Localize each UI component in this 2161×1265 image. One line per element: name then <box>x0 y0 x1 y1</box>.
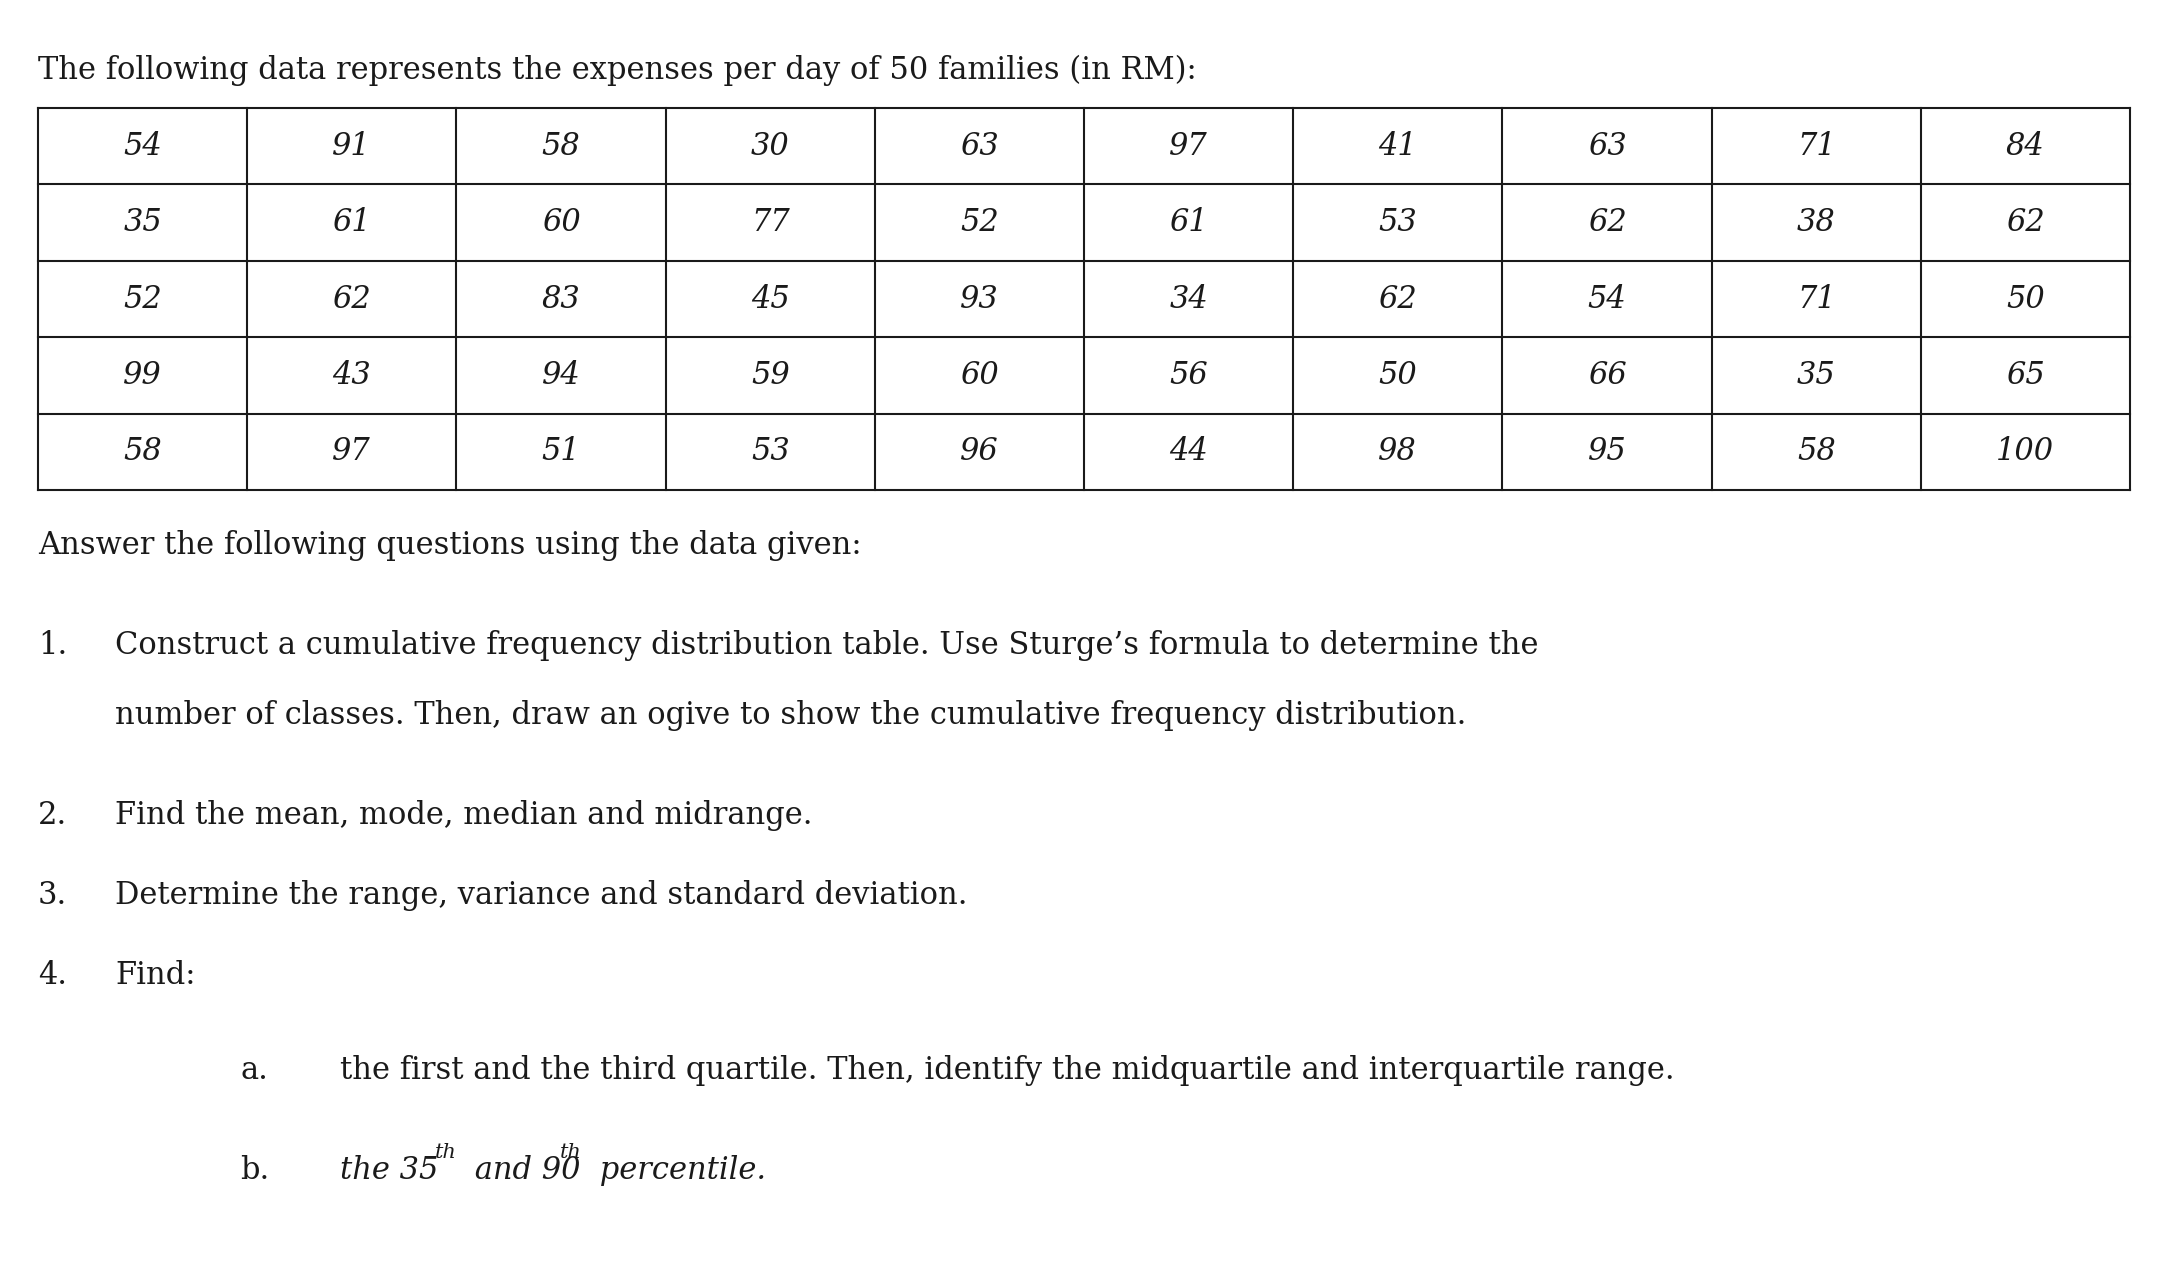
Text: 4.: 4. <box>39 960 67 990</box>
Text: Determine the range, variance and standard deviation.: Determine the range, variance and standa… <box>115 880 968 911</box>
Text: 58: 58 <box>1796 436 1835 467</box>
Text: 35: 35 <box>123 207 162 238</box>
Text: 93: 93 <box>959 283 998 315</box>
Text: 38: 38 <box>1796 207 1835 238</box>
Text: 77: 77 <box>750 207 789 238</box>
Text: number of classes. Then, draw an ogive to show the cumulative frequency distribu: number of classes. Then, draw an ogive t… <box>115 700 1467 731</box>
Text: 62: 62 <box>333 283 372 315</box>
Text: 54: 54 <box>123 130 162 162</box>
Text: and 90: and 90 <box>465 1155 581 1187</box>
Text: 94: 94 <box>542 361 581 391</box>
Text: 62: 62 <box>2005 207 2044 238</box>
Text: 65: 65 <box>2005 361 2044 391</box>
Text: th: th <box>434 1144 456 1163</box>
Text: 50: 50 <box>2005 283 2044 315</box>
Text: 34: 34 <box>1169 283 1208 315</box>
Text: 60: 60 <box>542 207 581 238</box>
Text: 61: 61 <box>333 207 372 238</box>
Text: 54: 54 <box>1588 283 1627 315</box>
Text: a.: a. <box>240 1055 268 1085</box>
Text: 100: 100 <box>1997 436 2055 467</box>
Text: 96: 96 <box>959 436 998 467</box>
Text: 60: 60 <box>959 361 998 391</box>
Text: 63: 63 <box>959 130 998 162</box>
Text: 63: 63 <box>1588 130 1627 162</box>
Text: 84: 84 <box>2005 130 2044 162</box>
Text: percentile.: percentile. <box>590 1155 767 1187</box>
Text: 99: 99 <box>123 361 162 391</box>
Text: 58: 58 <box>542 130 581 162</box>
Text: 91: 91 <box>333 130 372 162</box>
Text: 30: 30 <box>750 130 789 162</box>
Text: 66: 66 <box>1588 361 1627 391</box>
Text: 59: 59 <box>750 361 789 391</box>
Text: Find the mean, mode, median and midrange.: Find the mean, mode, median and midrange… <box>115 799 813 831</box>
Text: th: th <box>560 1144 581 1163</box>
Text: 58: 58 <box>123 436 162 467</box>
Text: 50: 50 <box>1379 361 1418 391</box>
Text: 53: 53 <box>750 436 789 467</box>
Text: 56: 56 <box>1169 361 1208 391</box>
Text: 45: 45 <box>750 283 789 315</box>
Text: 35: 35 <box>1796 361 1835 391</box>
Text: 44: 44 <box>1169 436 1208 467</box>
Text: 71: 71 <box>1796 283 1835 315</box>
Text: 83: 83 <box>542 283 581 315</box>
Text: 95: 95 <box>1588 436 1627 467</box>
Text: 41: 41 <box>1379 130 1418 162</box>
Text: 71: 71 <box>1796 130 1835 162</box>
Text: 1.: 1. <box>39 630 67 662</box>
Text: the 35: the 35 <box>339 1155 439 1187</box>
Text: 62: 62 <box>1588 207 1627 238</box>
Text: 97: 97 <box>1169 130 1208 162</box>
Text: 3.: 3. <box>39 880 67 911</box>
Text: 98: 98 <box>1379 436 1418 467</box>
Text: b.: b. <box>240 1155 270 1187</box>
Text: 2.: 2. <box>39 799 67 831</box>
Text: 52: 52 <box>959 207 998 238</box>
Text: 53: 53 <box>1379 207 1418 238</box>
Text: 43: 43 <box>333 361 372 391</box>
Text: the first and the third quartile. Then, identify the midquartile and interquarti: the first and the third quartile. Then, … <box>339 1055 1675 1085</box>
Text: 51: 51 <box>542 436 581 467</box>
Text: 52: 52 <box>123 283 162 315</box>
Text: Answer the following questions using the data given:: Answer the following questions using the… <box>39 530 862 560</box>
Text: Construct a cumulative frequency distribution table. Use Sturge’s formula to det: Construct a cumulative frequency distrib… <box>115 630 1539 662</box>
Text: 97: 97 <box>333 436 372 467</box>
Text: The following data represents the expenses per day of 50 families (in RM):: The following data represents the expens… <box>39 54 1197 86</box>
Text: Find:: Find: <box>115 960 194 990</box>
Text: 62: 62 <box>1379 283 1418 315</box>
Text: 61: 61 <box>1169 207 1208 238</box>
